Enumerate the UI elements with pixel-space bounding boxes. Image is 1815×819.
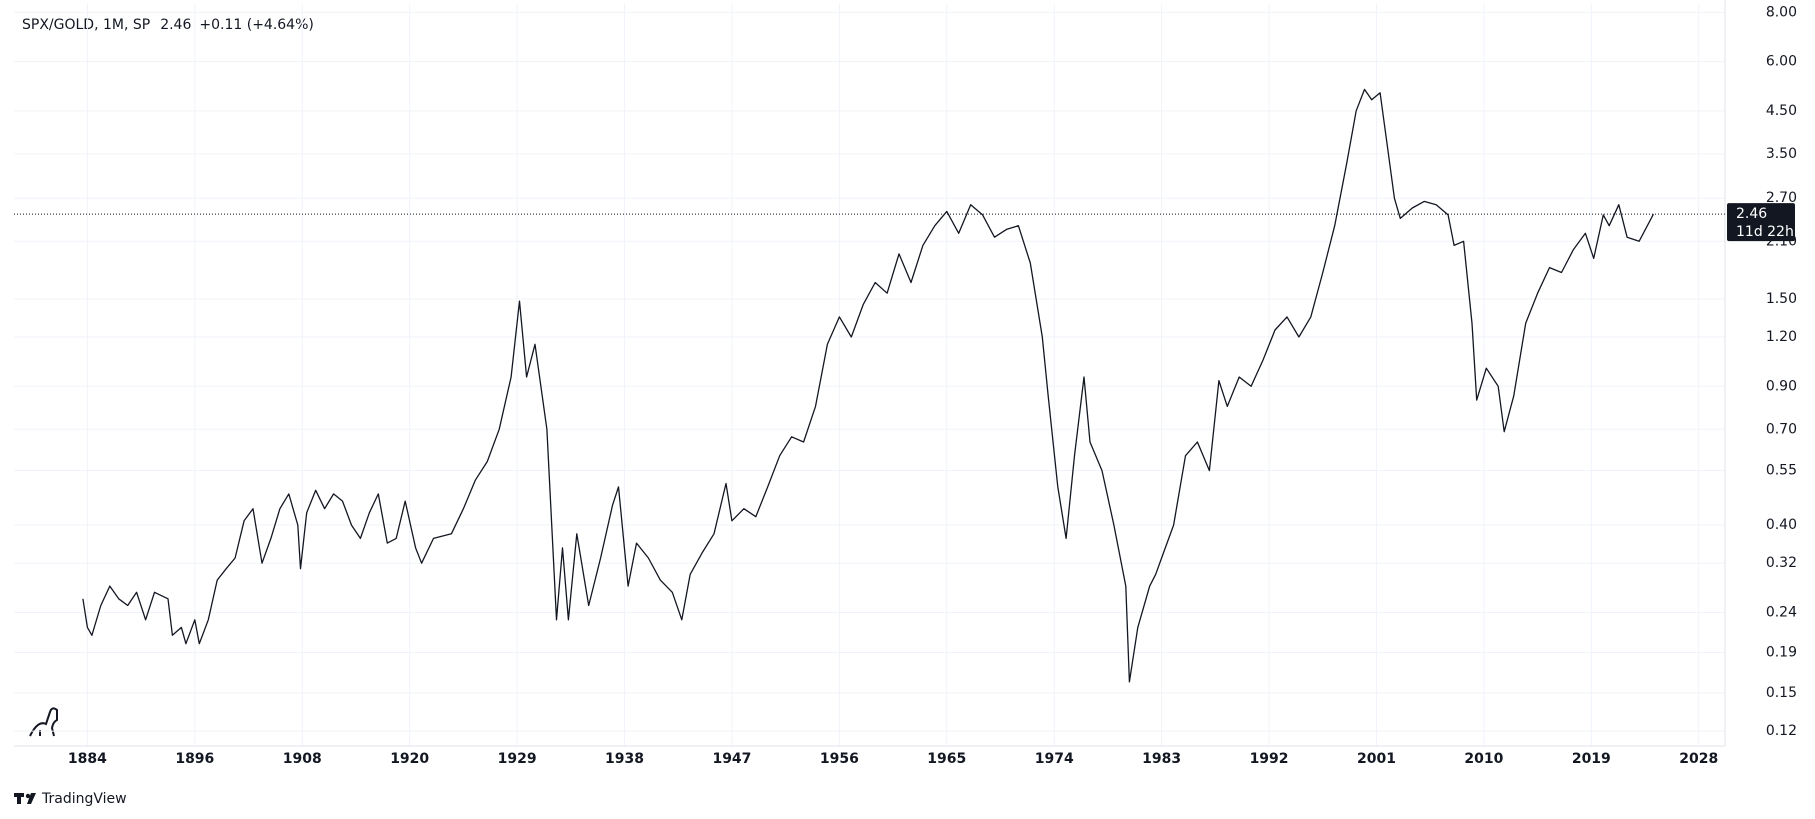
last-price-label: 2.46 (1736, 206, 1767, 222)
y-tick-label: 0.32 (1766, 555, 1797, 571)
x-tick-label: 1929 (498, 751, 537, 767)
y-tick-label: 0.19 (1766, 644, 1797, 660)
y-tick-label: 3.50 (1766, 146, 1797, 162)
y-tick-label: 1.20 (1766, 329, 1797, 345)
y-tick-label: 6.00 (1766, 54, 1797, 70)
y-tick-label: 0.15 (1766, 685, 1797, 701)
x-tick-label: 2028 (1679, 751, 1718, 767)
x-tick-label: 1947 (712, 751, 751, 767)
y-tick-label: 0.12 (1766, 723, 1797, 739)
x-tick-label: 1908 (283, 751, 322, 767)
y-tick-label: 1.50 (1766, 291, 1797, 307)
y-tick-label: 0.55 (1766, 463, 1797, 479)
y-tick-label: 0.40 (1766, 517, 1797, 533)
last-price-box (1727, 203, 1795, 242)
y-tick-label: 0.70 (1766, 421, 1797, 437)
x-tick-label: 1983 (1142, 751, 1181, 767)
x-tick-label: 1920 (390, 751, 429, 767)
x-tick-label: 1884 (68, 751, 107, 767)
y-tick-label: 2.70 (1766, 190, 1797, 206)
y-tick-label: 0.90 (1766, 378, 1797, 394)
x-tick-label: 1992 (1250, 751, 1289, 767)
y-tick-label: 0.24 (1766, 604, 1797, 620)
x-tick-label: 1956 (820, 751, 859, 767)
x-tick-label: 2019 (1572, 751, 1611, 767)
dino-logo (29, 707, 58, 737)
change: +0.11 (+4.64%) (199, 17, 313, 33)
x-tick-label: 1974 (1035, 751, 1074, 767)
countdown: 11d 22h (1736, 224, 1794, 240)
x-tick-label: 1965 (927, 751, 966, 767)
x-tick-label: 2010 (1464, 751, 1503, 767)
y-tick-label: 8.00 (1766, 4, 1797, 20)
x-tick-label: 1896 (175, 751, 214, 767)
brand-logo (14, 793, 36, 804)
x-tick-label: 1938 (605, 751, 644, 767)
last-value: 2.46 (160, 17, 191, 33)
brand: TradingView (41, 791, 127, 807)
y-tick-label: 4.50 (1766, 103, 1797, 119)
x-tick-label: 2001 (1357, 751, 1396, 767)
chart-title: SPX/GOLD, 1M, SP (22, 17, 150, 33)
price-line (82, 88, 1654, 683)
